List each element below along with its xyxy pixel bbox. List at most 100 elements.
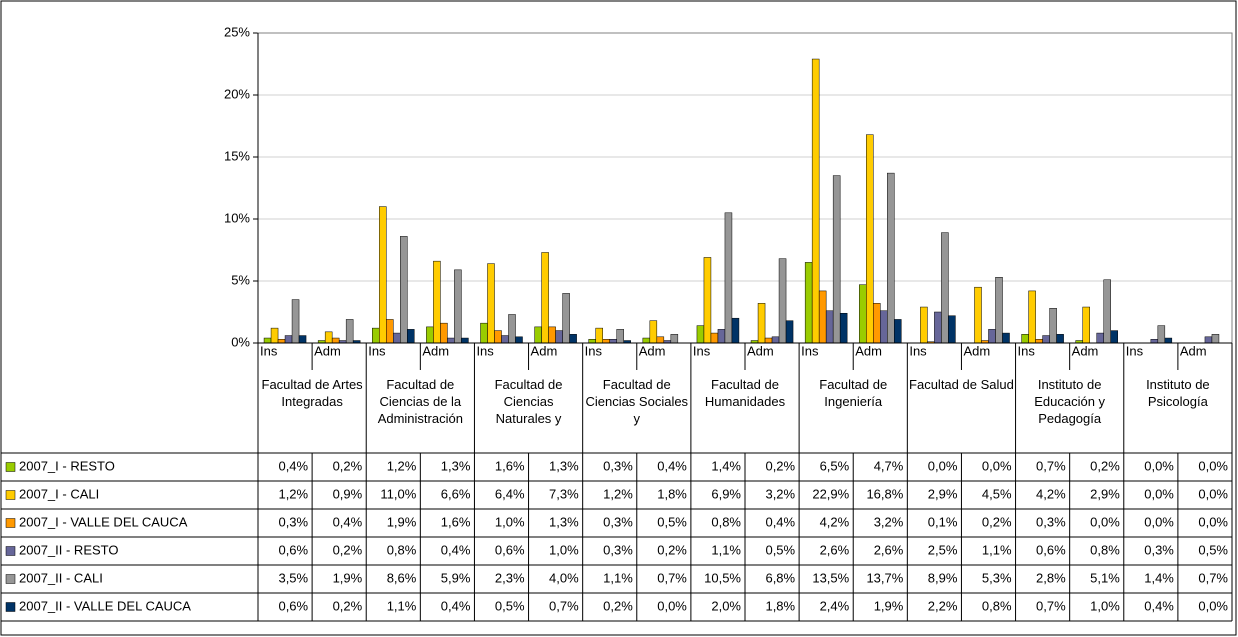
group-label: Facultad de Humanidades bbox=[704, 377, 786, 409]
legend-label: 2007_II - RESTO bbox=[19, 542, 118, 557]
table-cell: 0,8% bbox=[387, 542, 417, 557]
bar bbox=[331, 337, 340, 344]
table-cell: 0,5% bbox=[657, 514, 687, 529]
table-cell: 11,0% bbox=[380, 486, 416, 501]
table-cell: 0,0% bbox=[1144, 514, 1174, 529]
table-cell: 1,6% bbox=[441, 514, 471, 529]
group-label-box: Instituto de Psicología bbox=[1146, 377, 1210, 409]
table-cell: 1,0% bbox=[549, 542, 579, 557]
x-tick-label: Adm bbox=[639, 343, 666, 358]
group-label-box: Facultad de Artes Integradas bbox=[262, 377, 363, 409]
table-cell: 0,0% bbox=[657, 598, 687, 613]
table-cell: 2,0% bbox=[711, 598, 741, 613]
bar bbox=[345, 319, 354, 344]
legend-swatch bbox=[5, 462, 16, 472]
bar bbox=[771, 336, 780, 344]
table-cell: 8,6% bbox=[387, 570, 417, 585]
table-cell: 0,8% bbox=[711, 514, 741, 529]
bar bbox=[270, 327, 279, 344]
bar bbox=[291, 299, 300, 344]
table-cell: 0,0% bbox=[1198, 598, 1228, 613]
table-cell: 2,6% bbox=[874, 542, 904, 557]
bar bbox=[407, 329, 415, 344]
bar bbox=[555, 330, 563, 344]
bar bbox=[825, 310, 834, 344]
table-cell: 0,5% bbox=[765, 542, 795, 557]
bar bbox=[785, 320, 794, 344]
bar bbox=[880, 310, 888, 344]
bar bbox=[948, 315, 956, 344]
bar bbox=[656, 336, 665, 344]
table-cell: 0,2% bbox=[982, 514, 1012, 529]
table-cell: 0,2% bbox=[1090, 458, 1120, 473]
table-cell: 1,0% bbox=[1090, 598, 1120, 613]
table-cell: 0,0% bbox=[1198, 486, 1228, 501]
table-cell: 0,6% bbox=[278, 542, 308, 557]
table-cell: 0,3% bbox=[603, 514, 633, 529]
x-tick-label: Ins bbox=[476, 343, 494, 358]
group-label: Facultad de Ciencias de la Administració… bbox=[377, 377, 463, 426]
table-cell: 6,9% bbox=[711, 486, 741, 501]
group-label: Facultad de Ingeniería bbox=[819, 377, 888, 409]
group-label-box: Facultad de Salud bbox=[909, 377, 1014, 392]
bar bbox=[757, 303, 766, 344]
table-cell: 6,8% bbox=[765, 570, 795, 585]
bar bbox=[859, 284, 867, 344]
table-cell: 1,1% bbox=[603, 570, 633, 585]
x-tick-label: Ins bbox=[693, 343, 711, 358]
table-cell: 1,2% bbox=[278, 486, 308, 501]
table-cell: 0,7% bbox=[1036, 598, 1066, 613]
table-cell: 6,4% bbox=[495, 486, 525, 501]
legend-swatch bbox=[5, 518, 16, 528]
legend-swatch bbox=[5, 546, 16, 556]
table-cell: 0,3% bbox=[603, 542, 633, 557]
table-cell: 0,3% bbox=[278, 514, 308, 529]
bar bbox=[887, 172, 895, 344]
bar bbox=[440, 322, 448, 344]
bar bbox=[710, 332, 719, 344]
bar bbox=[1204, 336, 1213, 344]
table-cell: 0,4% bbox=[765, 514, 795, 529]
table-cell: 0,3% bbox=[603, 458, 633, 473]
table-cell: 0,5% bbox=[495, 598, 525, 613]
table-cell: 13,5% bbox=[812, 570, 849, 585]
bar bbox=[1042, 335, 1050, 344]
bar bbox=[670, 334, 679, 344]
table-cell: 3,2% bbox=[874, 514, 904, 529]
group-label: Facultad de Ciencias Naturales y bbox=[494, 377, 563, 426]
bar bbox=[1157, 325, 1166, 344]
bar bbox=[454, 269, 462, 344]
table-cell: 0,4% bbox=[441, 542, 471, 557]
bar bbox=[298, 335, 307, 344]
bar bbox=[649, 320, 658, 344]
x-tick-label: Ins bbox=[368, 343, 386, 358]
table-cell: 5,1% bbox=[1090, 570, 1120, 585]
table-cell: 0,5% bbox=[1198, 542, 1228, 557]
group-label-box: Instituto de Educación y Pedagogía bbox=[1034, 377, 1105, 426]
bar bbox=[372, 327, 380, 344]
table-cell: 0,4% bbox=[1144, 598, 1174, 613]
legend-label: 2007_II - VALLE DEL CAUCA bbox=[19, 598, 191, 613]
x-tick-label: Adm bbox=[314, 343, 341, 358]
bar bbox=[1082, 306, 1090, 344]
bar bbox=[595, 327, 603, 344]
table-cell: 16,8% bbox=[866, 486, 903, 501]
bar bbox=[426, 326, 434, 344]
table-cell: 2,5% bbox=[928, 542, 958, 557]
table-cell: 1,1% bbox=[711, 542, 741, 557]
bar bbox=[717, 329, 726, 344]
table-cell: 1,9% bbox=[333, 570, 363, 585]
table-cell: 0,7% bbox=[657, 570, 687, 585]
table-cell: 3,5% bbox=[278, 570, 308, 585]
x-tick-label: Adm bbox=[531, 343, 558, 358]
y-tick-label: 10% bbox=[224, 210, 250, 225]
bar bbox=[602, 339, 610, 344]
table-cell: 0,7% bbox=[1036, 458, 1066, 473]
table-cell: 1,9% bbox=[874, 598, 904, 613]
x-tick-label: Ins bbox=[909, 343, 927, 358]
bar bbox=[386, 319, 394, 344]
table-cell: 0,4% bbox=[278, 458, 308, 473]
table-cell: 0,0% bbox=[1198, 514, 1228, 529]
x-tick-label: Adm bbox=[1072, 343, 1099, 358]
table-cell: 1,1% bbox=[387, 598, 417, 613]
